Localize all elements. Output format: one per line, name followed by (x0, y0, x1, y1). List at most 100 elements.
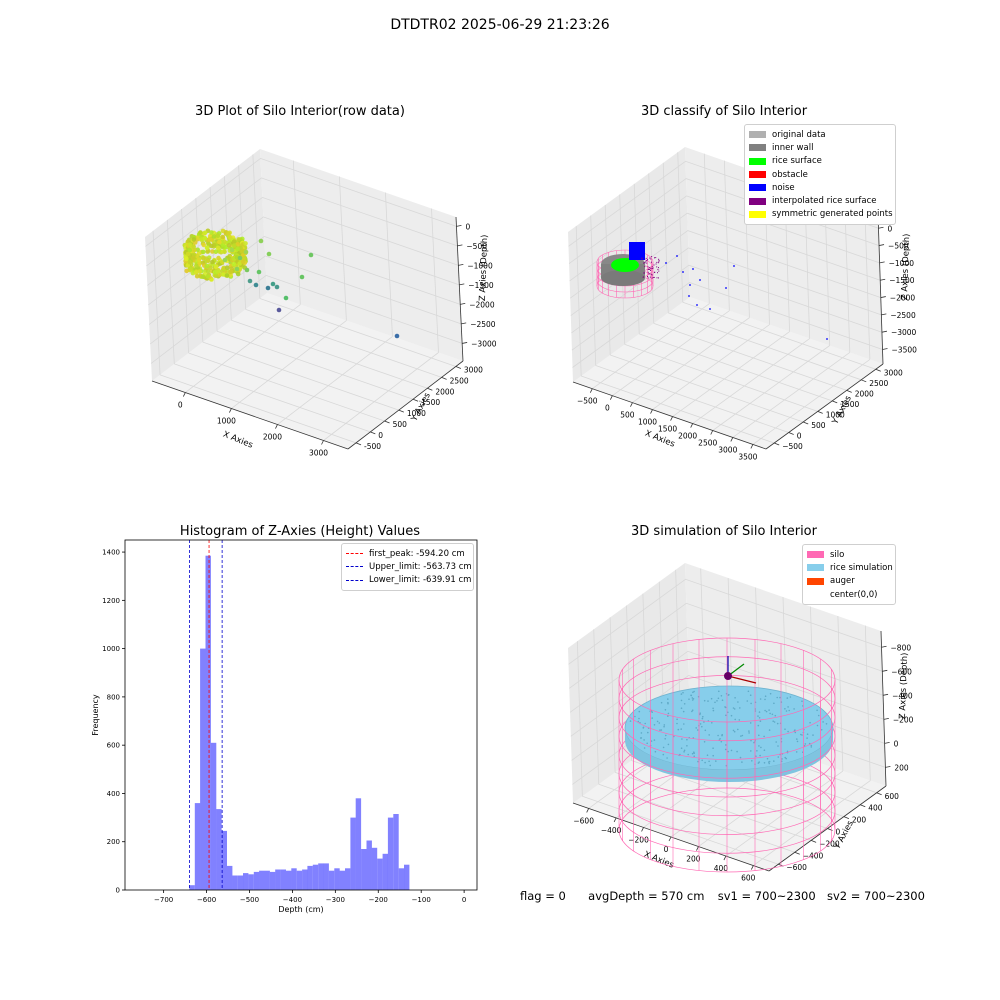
rice-simulation-point (683, 723, 685, 725)
histogram-bar (366, 840, 372, 890)
histogram-bar (318, 863, 324, 890)
legend-swatch (749, 210, 766, 218)
raw-point (202, 235, 208, 241)
rice-simulation-point (663, 725, 665, 728)
y-tick (817, 411, 823, 414)
raw-point (210, 249, 215, 254)
noise-point (709, 308, 711, 310)
rice-simulation-point (642, 727, 645, 729)
noise-point (696, 304, 698, 306)
raw-3d-plot: 0 1000 2000 3000 -500 0 500 1000 1500 2000 2500 300… (145, 149, 497, 458)
rice-simulation-point (787, 706, 789, 708)
rice-simulation-point (650, 710, 653, 712)
rice-simulation-point (680, 693, 683, 695)
raw-point (213, 264, 219, 270)
z-axis-label: Z Axies (Depth) (900, 233, 912, 300)
raw-point (198, 230, 203, 235)
legend-item: rice surface (749, 155, 891, 168)
legend-line-swatch (346, 566, 363, 568)
rice-simulation-point (697, 760, 699, 763)
rice-simulation-point (691, 697, 694, 699)
legend-label: silo (830, 549, 845, 560)
raw-point (256, 269, 262, 275)
raw-point (201, 249, 206, 255)
rice-simulation-point (786, 750, 789, 753)
rice-simulation-point (739, 707, 741, 709)
interpolated-point (643, 272, 645, 274)
legend-item: auger (807, 575, 891, 588)
histogram-bar (248, 874, 254, 890)
histogram-bar (216, 809, 222, 890)
rice-simulation-point (777, 745, 779, 747)
histogram-bar (387, 817, 394, 890)
x-gridline (844, 202, 851, 353)
z-tick-label: 0 (894, 739, 899, 748)
rice-simulation-point (771, 713, 774, 716)
x-tick-label: −600 (573, 816, 594, 825)
rice-simulation-point (772, 720, 774, 722)
y-tick (803, 421, 809, 425)
auger-axis (727, 675, 757, 684)
x-gridline (231, 320, 347, 409)
y-axis-line (765, 363, 884, 450)
z-gridline (145, 157, 457, 247)
raw-point (187, 247, 192, 253)
rice-simulation-point (695, 727, 697, 729)
rice-simulation-point (822, 721, 824, 723)
y-gridline (174, 363, 371, 433)
interpolated-point (658, 258, 660, 260)
y-gridline (231, 319, 428, 389)
noise-point (682, 271, 684, 273)
z-tick-label: −600 (891, 667, 912, 676)
interpolated-point (651, 256, 653, 258)
y-gridline (609, 617, 616, 773)
rice-simulation-point (640, 737, 643, 739)
interpolated-point (647, 266, 649, 268)
y-gridline (598, 783, 795, 853)
rice-simulation-point (748, 732, 750, 734)
rice-simulation-point (768, 709, 770, 711)
z-tick (881, 645, 887, 648)
raw-point (187, 242, 193, 247)
raw-point (253, 282, 259, 288)
raw-point (209, 243, 214, 249)
rice-simulation-point (755, 755, 757, 757)
rice-simulation-point (727, 711, 729, 714)
x-tick-label: 0 (664, 845, 669, 854)
interpolated-point (656, 261, 658, 263)
y-gridline (677, 152, 684, 303)
z-axis-line (877, 213, 884, 365)
raw-point (197, 269, 202, 274)
raw-point (215, 245, 221, 251)
y-tick-label: 400 (107, 790, 120, 798)
y-tick-label: 2500 (869, 379, 888, 388)
rice-simulation-point (692, 698, 695, 700)
rice-simulation-point (732, 707, 735, 709)
legend-label: center(0,0) (830, 589, 878, 600)
rice-simulation-point (763, 762, 766, 764)
raw-point (308, 252, 314, 258)
simulation-3d-plot: −600−400−2000200400600−600−400−200020040… (568, 563, 914, 883)
rice-simulation-point (787, 730, 789, 733)
rice-simulation-point (638, 710, 641, 713)
rice-simulation-point (686, 745, 688, 747)
raw-point (231, 261, 237, 267)
x-gridline (864, 625, 871, 781)
rice-simulation-point (724, 748, 727, 751)
raw-point (204, 263, 210, 269)
x-tick (710, 430, 714, 435)
legend-label: auger (830, 576, 855, 587)
interpolated-point (651, 277, 653, 279)
rice-simulation-point (785, 710, 788, 712)
raw-point (190, 255, 196, 261)
raw-point (239, 249, 245, 254)
raw-point (258, 238, 264, 244)
y-tick-label: 1200 (102, 597, 120, 605)
raw-point (228, 269, 234, 274)
x-gridline (692, 338, 810, 424)
flag-text: flag = 0 (520, 889, 566, 903)
x-axis-label: Depth (cm) (278, 905, 323, 914)
interpolated-point (646, 260, 648, 262)
raw-point (235, 246, 240, 252)
rice-simulation-point (740, 735, 742, 737)
